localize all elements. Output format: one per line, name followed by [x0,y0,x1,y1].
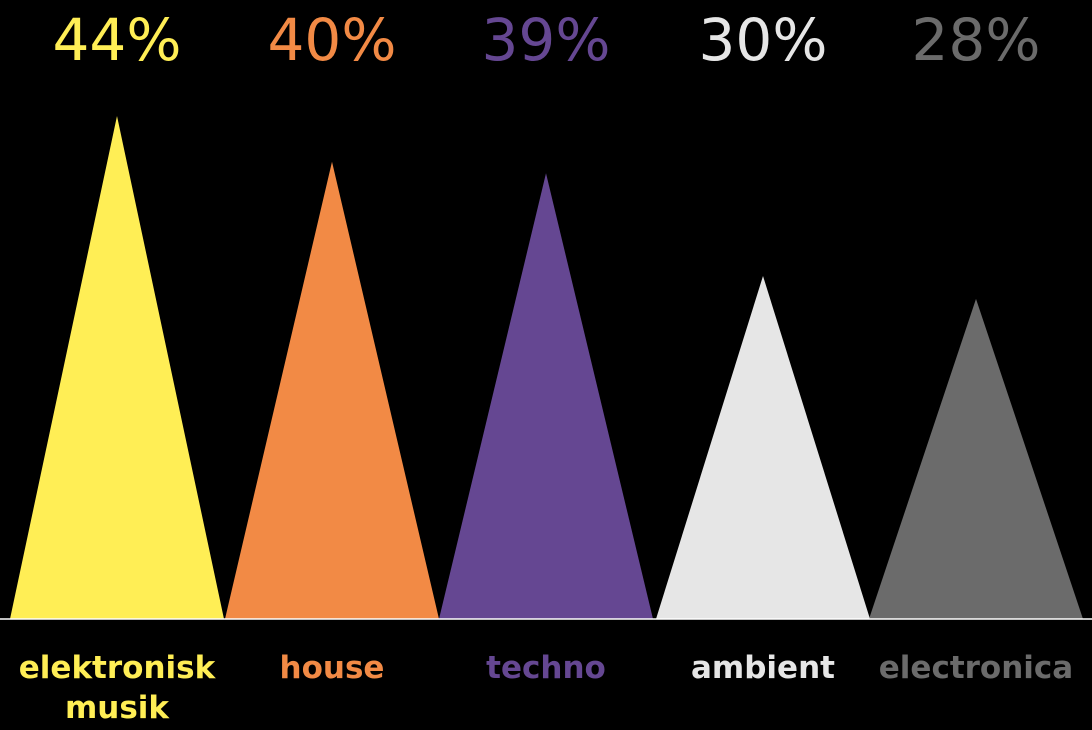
value-label: 40% [268,6,397,74]
category-label: house [280,650,385,686]
value-label: 30% [699,6,828,74]
value-label: 39% [482,6,611,74]
triangle-bar [439,173,653,619]
triangle-bar [10,116,224,619]
category-label: electronica [879,650,1073,686]
category-label: techno [486,650,606,686]
category-label: musik [65,690,170,726]
value-label: 44% [53,6,182,74]
category-labels: elektronisk musik house techno ambient electr… [19,650,1073,726]
triangle-marks [10,116,1083,619]
triangle-bar [656,276,870,619]
category-label: elektronisk [19,650,217,686]
triangle-bar [869,298,1083,619]
category-label: ambient [691,650,835,686]
value-label: 28% [912,6,1041,74]
value-labels: 44% 40% 39% 30% 28% [53,6,1041,74]
triangle-bar [225,161,439,619]
